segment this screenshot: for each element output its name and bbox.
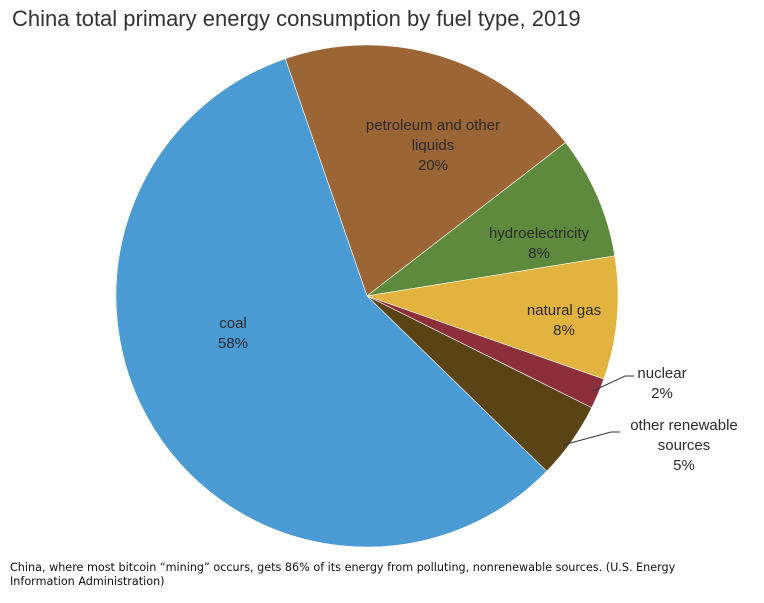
slice-label-hydro: hydroelectricity 8% bbox=[489, 225, 590, 262]
leader-lines bbox=[562, 375, 634, 446]
pie-slice-natural-gas bbox=[366, 255, 619, 380]
slice-label-nuclear: nuclear 2% bbox=[637, 365, 686, 402]
pie-slices bbox=[115, 44, 619, 548]
figure-caption: China, where most bitcoin “mining” occur… bbox=[10, 561, 676, 588]
leader-line-nuclear bbox=[592, 375, 634, 392]
pie-chart: petroleum and other liquids 20% hydroelectr… bbox=[115, 44, 738, 548]
slice-labels: petroleum and other liquids 20% hydroelectr… bbox=[218, 117, 738, 474]
pie-slice-petroleum bbox=[284, 44, 566, 297]
slice-label-natural-gas: natural gas 8% bbox=[527, 302, 601, 339]
slice-label-petroleum: petroleum and other liquids 20% bbox=[366, 117, 500, 174]
chart-title: China total primary energy consumption b… bbox=[12, 6, 581, 31]
pie-slice-hydro bbox=[366, 142, 616, 297]
slice-label-other-renewable: other renewable sources 5% bbox=[630, 417, 738, 474]
leader-line-other-renewable bbox=[562, 431, 620, 446]
slice-label-coal: coal 58% bbox=[218, 315, 248, 352]
pie-slice-coal bbox=[115, 58, 548, 548]
